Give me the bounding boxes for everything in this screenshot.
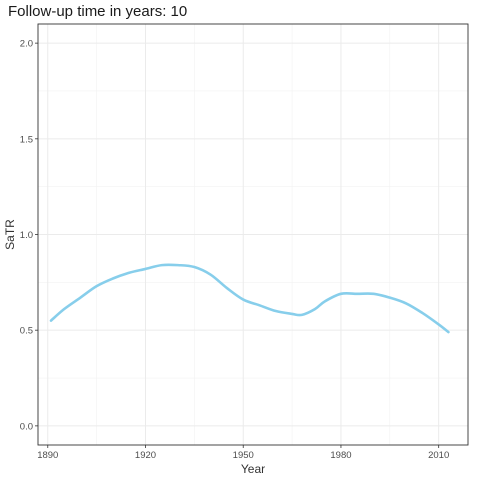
y-tick-label: 1.0 <box>20 230 33 241</box>
x-tick-label: 1920 <box>135 450 156 461</box>
y-tick-label: 2.0 <box>20 39 33 50</box>
x-tick-label: 2010 <box>428 450 449 461</box>
x-tick-label: 1950 <box>233 450 254 461</box>
y-tick-label: 1.5 <box>20 134 33 145</box>
x-axis-title: Year <box>241 462 265 476</box>
y-axis-title: SaTR <box>3 219 17 250</box>
y-tick-label: 0.5 <box>20 326 33 337</box>
x-tick-label: 1980 <box>330 450 351 461</box>
series-line <box>49 263 450 334</box>
x-tick-label: 1890 <box>37 450 58 461</box>
y-tick-label: 0.0 <box>20 421 33 432</box>
chart-title: Follow-up time in years: 10 <box>8 3 188 20</box>
